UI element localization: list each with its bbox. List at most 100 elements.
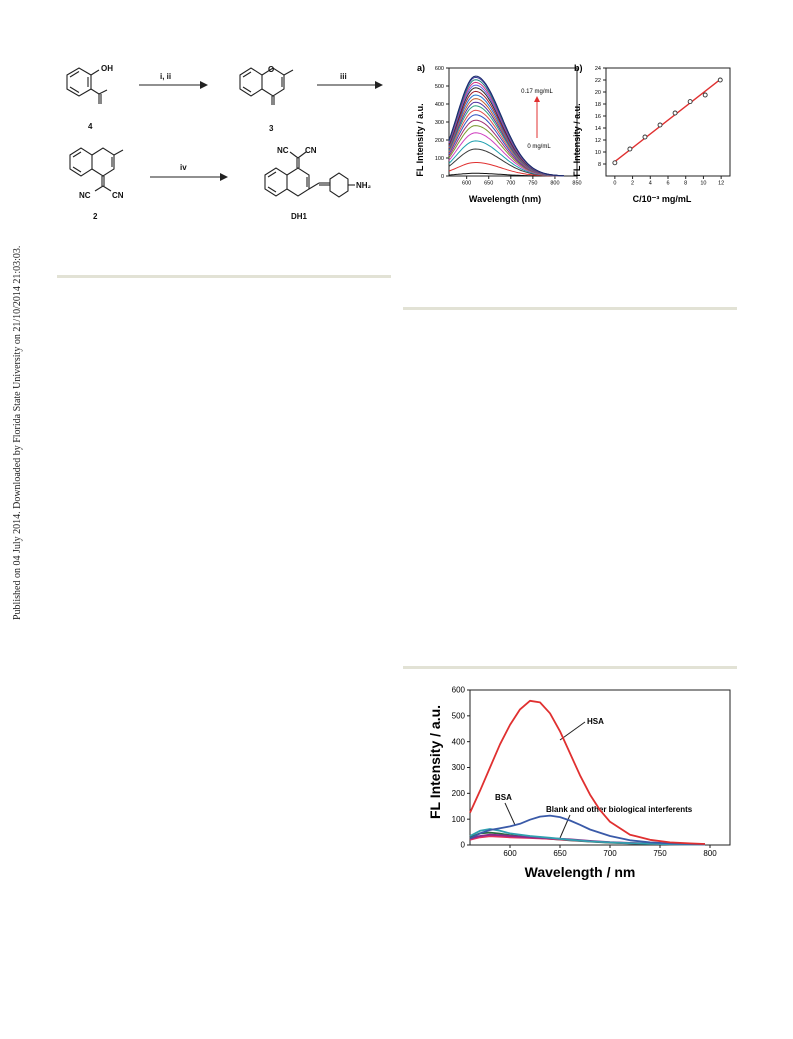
panel-a-ylabel: FL Intensity / a.u. [415, 103, 425, 176]
scheme-svg: OH i, ii iii iv O NC CN NC CN NH₂ 4 3 2 … [66, 64, 383, 221]
panel-b-xtick-label: 6 [666, 181, 669, 187]
panel-b-ytick-label: 12 [595, 138, 601, 144]
panel-c-xtick-label: 650 [553, 849, 567, 858]
compound-4-structure [66, 67, 108, 104]
panel-a-ytick-label: 100 [435, 156, 444, 162]
panel-a-series-line [448, 75, 564, 177]
panel-c-xtick-label: 800 [703, 849, 717, 858]
compound-3-label: 3 [269, 124, 274, 133]
panel-b-label: b) [574, 63, 583, 73]
panel-b-ytick-label: 10 [595, 150, 601, 156]
panel-c-xlabel: Wavelength / nm [525, 864, 636, 880]
panel-c-series-line [469, 699, 706, 845]
step-1-label: i, ii [160, 72, 171, 81]
compound-dh1-label: DH1 [291, 212, 308, 221]
panel-a-ytick-label: 200 [435, 138, 444, 144]
nc-label-dh1: NC [277, 146, 289, 155]
panel-c-ytick-label: 600 [452, 686, 466, 695]
panel-b-ytick-label: 20 [595, 90, 601, 96]
panel-a-xtick-label: 650 [484, 181, 493, 187]
rule-left [57, 275, 391, 278]
compound-2-label: 2 [93, 212, 98, 221]
figure-panel-a: a) FL Intensity / a.u. Wavelength (nm) 0… [415, 60, 585, 210]
panel-b-xtick-label: 8 [684, 181, 687, 187]
panel-b-plot-frame [605, 67, 731, 177]
panel-a-arrow-head [534, 96, 540, 102]
panel-a-annot-bottom: 0 mg/mL [527, 144, 551, 150]
panel-a-ytick-label: 500 [435, 84, 444, 90]
rule-right-top [403, 307, 737, 310]
panel-c-xtick-label: 750 [653, 849, 667, 858]
legend-blank: Blank and other biological interferents [546, 805, 693, 814]
compound-3-structure [239, 67, 294, 105]
compound-dh1-structure [264, 151, 355, 198]
bsa-pointer [504, 802, 516, 826]
download-notice: Published on 04 July 2014. Downloaded by… [2, 0, 23, 1039]
panel-a-ytick-label: 400 [435, 102, 444, 108]
hsa-pointer [559, 721, 586, 741]
panel-c-ytick-label: 500 [452, 712, 466, 721]
ring-o-label: O [268, 65, 274, 74]
panel-b-ylabel: FL Intensity / a.u. [572, 103, 582, 176]
panel-b-ytick-label: 18 [595, 102, 601, 108]
panel-b-xtick-label: 2 [631, 181, 634, 187]
compound-4-label: 4 [88, 122, 93, 131]
panel-b-data-point [642, 134, 648, 140]
cn-label-dh1: CN [305, 146, 317, 155]
panel-a-xtick-label: 750 [528, 181, 537, 187]
panel-b-ytick-label: 8 [598, 162, 601, 168]
panel-c-ytick-label: 400 [452, 737, 466, 746]
panel-b-data-point [717, 77, 723, 83]
step-2-label: iii [340, 72, 347, 81]
panel-a-ytick-label: 0 [441, 174, 444, 180]
panel-a-annot-top: 0.17 mg/mL [521, 89, 553, 95]
blank-pointer [559, 814, 571, 839]
panel-b-xtick-label: 10 [700, 181, 706, 187]
synthesis-scheme: OH i, ii iii iv O NC CN NC CN NH₂ 4 3 2 … [55, 55, 395, 235]
panel-a-ytick-label: 300 [435, 120, 444, 126]
panel-a-xtick-label: 600 [462, 181, 471, 187]
panel-b-data-point [702, 92, 708, 98]
download-notice-text: Published on 04 July 2014. Downloaded by… [12, 245, 23, 620]
panel-a-svg: a) FL Intensity / a.u. Wavelength (nm) 0… [415, 63, 582, 204]
panel-a-label: a) [417, 63, 425, 73]
panel-b-xtick-label: 0 [613, 181, 616, 187]
panel-b-xtick-label: 4 [649, 181, 652, 187]
panel-a-xtick-label: 800 [550, 181, 559, 187]
panel-c-series-line [469, 814, 706, 846]
panel-b-data-point [612, 160, 618, 166]
panel-b-data-point [687, 99, 693, 105]
panel-c-ytick-label: 300 [452, 763, 466, 772]
panel-a-xtick-label: 850 [572, 181, 581, 187]
panel-b-ytick-label: 22 [595, 78, 601, 84]
rule-right-bottom [403, 666, 737, 669]
oh-label: OH [101, 64, 113, 73]
legend-hsa: HSA [587, 717, 604, 726]
panel-b-fit-line [614, 78, 721, 163]
panel-b-xtick-label: 12 [718, 181, 724, 187]
panel-b-data-point [672, 110, 678, 116]
panel-c-ylabel: FL Intensity / a.u. [427, 705, 443, 819]
panel-c-ytick-label: 200 [452, 789, 466, 798]
panel-a-ytick-label: 600 [435, 66, 444, 72]
panel-b-data-point [627, 146, 633, 152]
panel-c-plot-frame [469, 689, 731, 846]
panel-b-ytick-label: 14 [595, 126, 601, 132]
panel-a-series-line [448, 148, 564, 177]
nc-label-2: NC [79, 191, 91, 200]
cn-label-2: CN [112, 191, 124, 200]
panel-c-xtick-label: 600 [503, 849, 517, 858]
panel-c-xtick-label: 700 [603, 849, 617, 858]
panel-a-xlabel: Wavelength (nm) [469, 194, 541, 204]
panel-c-ytick-label: 100 [452, 815, 466, 824]
figure-selectivity: FL Intensity / a.u. Wavelength / nm HSA … [420, 680, 740, 885]
panel-c-svg: FL Intensity / a.u. Wavelength / nm HSA … [427, 686, 731, 880]
panel-b-data-point [657, 122, 663, 128]
panel-b-ytick-label: 24 [595, 66, 601, 72]
panel-c-ytick-label: 0 [461, 841, 466, 850]
step-3-label: iv [180, 163, 187, 172]
panel-a-xtick-label: 700 [506, 181, 515, 187]
legend-bsa: BSA [495, 793, 512, 802]
